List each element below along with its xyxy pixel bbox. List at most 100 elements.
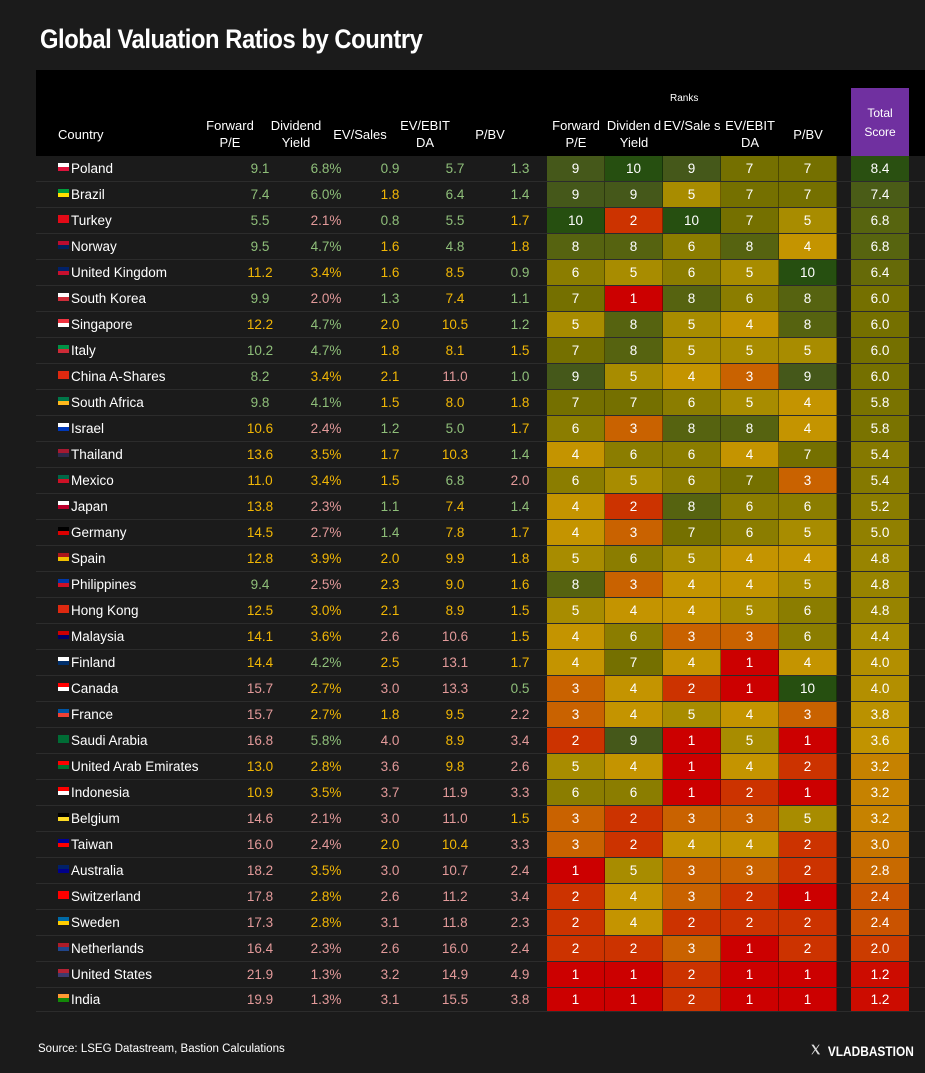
rank-dividend-yield: 9 (605, 182, 663, 207)
value-pbv: 1.4 (510, 447, 530, 462)
rank-ev-sales: 4 (663, 364, 721, 389)
value-ev-sales: 3.0 (380, 681, 400, 696)
rank-forward-pe: 3 (547, 806, 605, 831)
rank-pbv: 5 (779, 338, 837, 363)
value-dividend-yield: 1.3% (310, 992, 342, 1007)
value-pbv: 1.8 (510, 239, 530, 254)
rank-ev-ebitda: 7 (721, 182, 779, 207)
flag-icon (58, 370, 69, 379)
table-row: Germany 14.5 2.7% 1.4 7.8 1.7 4 3 7 6 5 5.0 (36, 520, 925, 546)
country-cell: India (58, 988, 208, 1011)
country-name: Turkey (71, 213, 112, 228)
rank-forward-pe: 4 (547, 624, 605, 649)
value-ev-ebitda: 5.5 (445, 213, 465, 228)
value-dividend-yield: 2.8% (310, 915, 342, 930)
rank-forward-pe: 6 (547, 780, 605, 805)
rank-ev-ebitda: 6 (721, 520, 779, 545)
rank-forward-pe: 8 (547, 572, 605, 597)
total-score: 5.8 (851, 390, 909, 415)
table-row: Saudi Arabia 16.8 5.8% 4.0 8.9 3.4 2 9 1 5 1 3.6 (36, 728, 925, 754)
rank-forward-pe: 7 (547, 390, 605, 415)
rank-dividend-yield: 9 (605, 728, 663, 753)
value-dividend-yield: 3.4% (310, 369, 342, 384)
flag-icon (58, 578, 69, 587)
flag-icon (58, 526, 69, 535)
rank-ev-ebitda: 1 (721, 650, 779, 675)
gap (837, 494, 851, 519)
rank-forward-pe: 5 (547, 598, 605, 623)
page-title: Global Valuation Ratios by Country (40, 24, 423, 54)
value-dividend-yield: 2.1% (310, 213, 342, 228)
flag-icon (58, 162, 69, 171)
total-score: 4.0 (851, 650, 909, 675)
total-score: 3.2 (851, 780, 909, 805)
rank-forward-pe: 6 (547, 468, 605, 493)
rank-forward-pe: 5 (547, 312, 605, 337)
rank-pbv: 6 (779, 598, 837, 623)
total-score: 5.2 (851, 494, 909, 519)
total-score: 2.8 (851, 858, 909, 883)
rank-pbv: 3 (779, 468, 837, 493)
rank-forward-pe: 9 (547, 364, 605, 389)
table-row: India 19.9 1.3% 3.1 15.5 3.8 1 1 2 1 1 1.2 (36, 988, 925, 1012)
value-ev-ebitda: 8.0 (445, 395, 465, 410)
table-row: United States 21.9 1.3% 3.2 14.9 4.9 1 1 2 1 1 1.2 (36, 962, 925, 988)
value-pbv: 3.4 (510, 733, 530, 748)
rank-ev-sales: 3 (663, 624, 721, 649)
rank-ev-sales: 2 (663, 962, 721, 987)
rank-ev-sales: 1 (663, 728, 721, 753)
rank-pbv: 5 (779, 520, 837, 545)
rank-pbv: 4 (779, 416, 837, 441)
gap (837, 780, 851, 805)
rank-ev-ebitda: 8 (721, 416, 779, 441)
rank-forward-pe: 8 (547, 234, 605, 259)
gap (837, 676, 851, 701)
rank-ev-sales: 5 (663, 702, 721, 727)
rank-ev-sales: 6 (663, 260, 721, 285)
rank-forward-pe: 6 (547, 416, 605, 441)
rank-forward-pe: 9 (547, 182, 605, 207)
total-score: 8.4 (851, 156, 909, 181)
country-name: South Korea (71, 291, 147, 306)
rank-ev-ebitda: 3 (721, 624, 779, 649)
rank-ev-sales: 8 (663, 494, 721, 519)
value-ev-sales: 2.1 (380, 369, 400, 384)
gap (837, 754, 851, 779)
gap (837, 312, 851, 337)
value-forward-pe: 14.6 (246, 811, 274, 826)
value-dividend-yield: 3.4% (310, 265, 342, 280)
value-pbv: 4.9 (510, 967, 530, 982)
value-dividend-yield: 5.8% (310, 733, 342, 748)
country-cell: Belgium (58, 806, 208, 831)
rank-ev-sales: 8 (663, 286, 721, 311)
value-dividend-yield: 3.6% (310, 629, 342, 644)
country-name: Netherlands (71, 941, 144, 956)
table-row: Belgium 14.6 2.1% 3.0 11.0 1.5 3 2 3 3 5 3.2 (36, 806, 925, 832)
value-pbv: 1.5 (510, 811, 530, 826)
rank-ev-ebitda: 5 (721, 390, 779, 415)
country-name: Saudi Arabia (71, 733, 148, 748)
value-forward-pe: 12.5 (246, 603, 274, 618)
value-ev-sales: 1.6 (380, 239, 400, 254)
rank-pbv: 2 (779, 936, 837, 961)
country-name: India (71, 992, 101, 1007)
value-pbv: 1.5 (510, 629, 530, 644)
table-row: Taiwan 16.0 2.4% 2.0 10.4 3.3 3 2 4 4 2 3.0 (36, 832, 925, 858)
country-name: Spain (71, 551, 106, 566)
value-pbv: 1.4 (510, 499, 530, 514)
table-row: South Africa 9.8 4.1% 1.5 8.0 1.8 7 7 6 5 4 5.8 (36, 390, 925, 416)
rank-ev-ebitda: 4 (721, 832, 779, 857)
value-ev-sales: 2.3 (380, 577, 400, 592)
value-ev-sales: 0.9 (380, 161, 400, 176)
country-name: Mexico (71, 473, 114, 488)
rank-ev-ebitda: 1 (721, 962, 779, 987)
value-forward-pe: 9.9 (250, 291, 270, 306)
value-ev-sales: 1.1 (380, 499, 400, 514)
rank-ev-ebitda: 5 (721, 338, 779, 363)
rank-forward-pe: 4 (547, 520, 605, 545)
value-pbv: 2.4 (510, 941, 530, 956)
country-name: Thailand (71, 447, 123, 462)
gap (837, 286, 851, 311)
value-pbv: 1.7 (510, 421, 530, 436)
rank-pbv: 2 (779, 910, 837, 935)
